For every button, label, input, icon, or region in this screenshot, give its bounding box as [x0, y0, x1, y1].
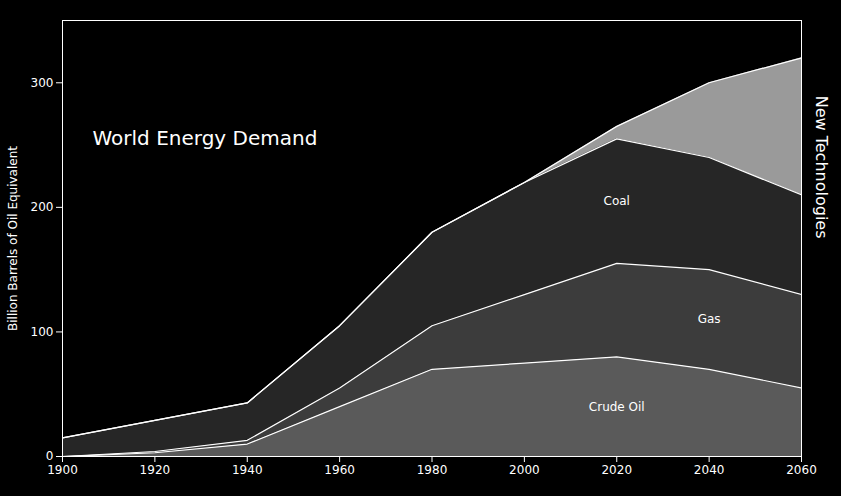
svg-text:2040: 2040: [694, 463, 725, 477]
svg-text:1940: 1940: [232, 463, 263, 477]
svg-text:Billion Barrels of Oil Equival: Billion Barrels of Oil Equivalent: [6, 146, 20, 331]
svg-text:Gas: Gas: [698, 312, 721, 326]
svg-text:1980: 1980: [417, 463, 448, 477]
svg-text:World Energy Demand: World Energy Demand: [93, 126, 318, 150]
svg-text:200: 200: [31, 200, 54, 214]
svg-text:0: 0: [46, 449, 54, 463]
svg-text:1920: 1920: [140, 463, 171, 477]
svg-text:100: 100: [31, 325, 54, 339]
svg-text:300: 300: [31, 76, 54, 90]
svg-text:2060: 2060: [786, 463, 817, 477]
svg-text:1900: 1900: [47, 463, 78, 477]
svg-text:Coal: Coal: [604, 194, 630, 208]
svg-text:New Technologies: New Technologies: [812, 96, 831, 239]
svg-text:1960: 1960: [324, 463, 355, 477]
svg-text:2000: 2000: [509, 463, 540, 477]
svg-text:2020: 2020: [601, 463, 632, 477]
svg-text:Crude Oil: Crude Oil: [589, 400, 645, 414]
